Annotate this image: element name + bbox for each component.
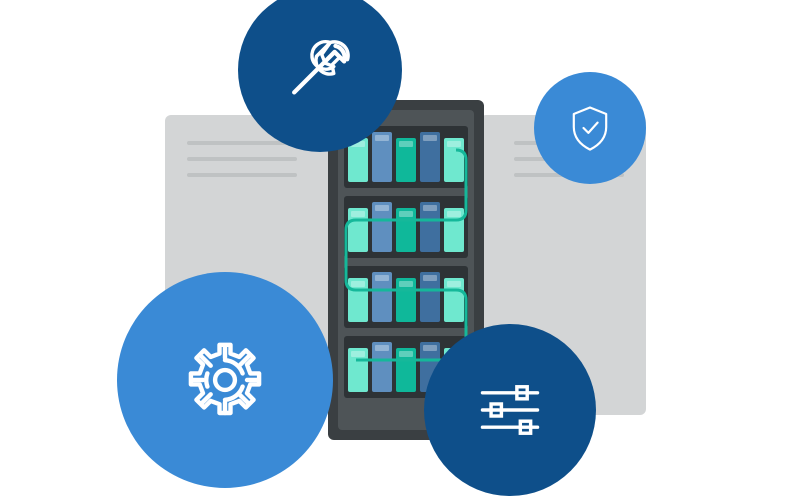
rack-shelf: [344, 266, 468, 328]
server-module: [420, 272, 440, 322]
gear-circle: [117, 272, 333, 488]
sliders-icon: [467, 367, 553, 453]
server-module: [372, 132, 392, 182]
server-module: [372, 202, 392, 252]
server-module: [444, 278, 464, 322]
server-module: [420, 202, 440, 252]
infographic-stage: { "canvas": { "width": 810, "height": 50…: [0, 0, 810, 500]
server-module: [348, 278, 368, 322]
server-module: [396, 208, 416, 252]
server-module: [444, 138, 464, 182]
rack-shelf: [344, 196, 468, 258]
panel-line: [187, 173, 297, 177]
server-module: [444, 208, 464, 252]
shield-check-icon: [563, 101, 617, 155]
wrench-icon: [277, 27, 363, 113]
server-module: [372, 342, 392, 392]
server-module: [396, 348, 416, 392]
server-module: [372, 272, 392, 322]
sliders-circle: [424, 324, 596, 496]
server-module: [348, 348, 368, 392]
shield-circle: [534, 72, 646, 184]
panel-line: [187, 157, 297, 161]
server-module: [396, 138, 416, 182]
server-module: [420, 132, 440, 182]
server-module: [348, 208, 368, 252]
server-module: [396, 278, 416, 322]
gear-icon: [170, 325, 280, 435]
